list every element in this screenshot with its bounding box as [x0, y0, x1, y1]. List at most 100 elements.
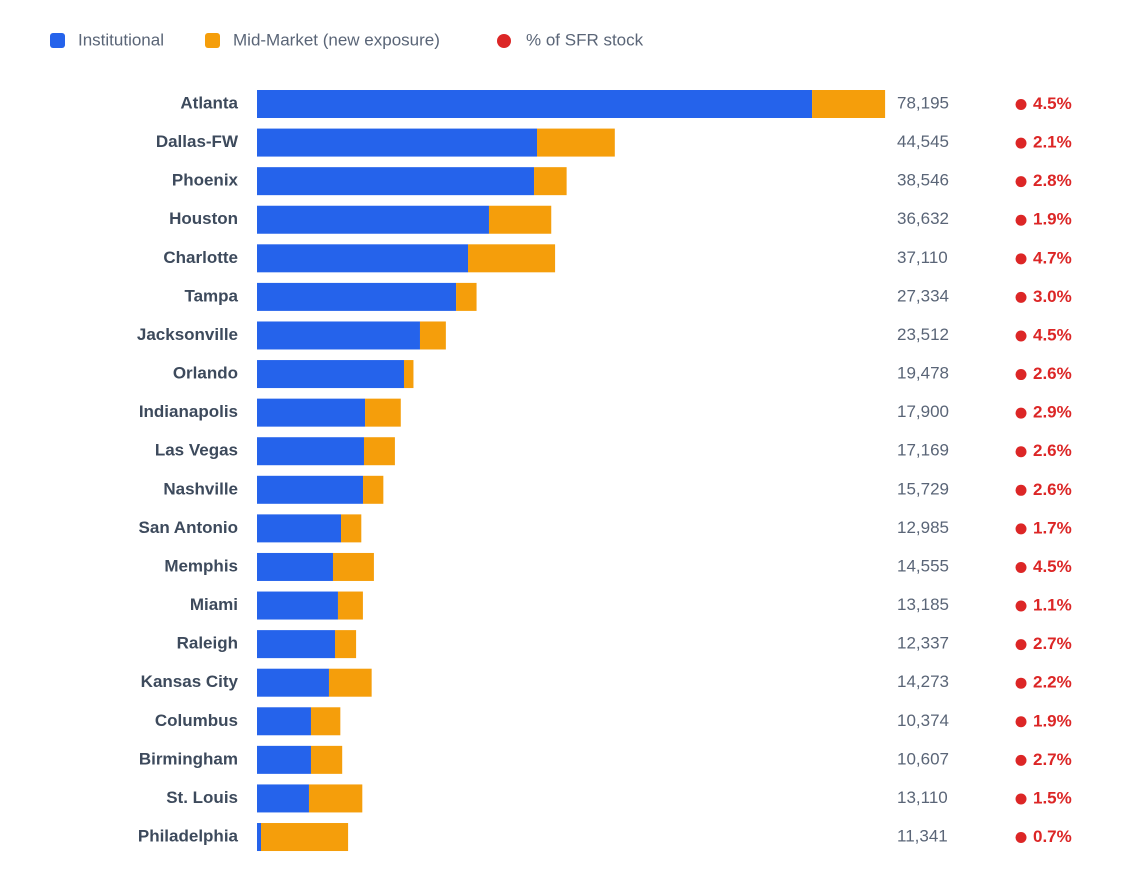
share-label: 1.7%	[1033, 518, 1072, 537]
category-label: Miami	[190, 595, 238, 614]
category-label: Orlando	[173, 364, 238, 383]
legend-label: Mid-Market (new exposure)	[233, 30, 440, 49]
category-label: Las Vegas	[155, 441, 238, 460]
legend-label: % of SFR stock	[526, 30, 644, 49]
share-dot	[1015, 176, 1027, 188]
bar-segment	[257, 244, 469, 273]
bar-segment	[257, 784, 309, 813]
bar-segment	[363, 475, 384, 504]
share-dot	[1015, 716, 1027, 728]
share-label: 3.0%	[1033, 287, 1072, 306]
bar-segment	[363, 437, 395, 466]
category-label: Atlanta	[180, 93, 238, 112]
share-label: 1.9%	[1033, 210, 1072, 229]
category-label: San Antonio	[139, 518, 238, 537]
total-label: 78,195	[897, 93, 949, 112]
total-label: 17,900	[897, 402, 949, 421]
bar-segment	[468, 244, 556, 273]
total-label: 14,555	[897, 556, 949, 575]
total-label: 37,110	[897, 248, 948, 267]
legend-dot	[497, 34, 511, 48]
share-label: 2.1%	[1033, 133, 1072, 152]
share-label: 2.7%	[1033, 634, 1072, 653]
bar-segment	[257, 823, 262, 852]
legend-swatch	[50, 33, 65, 48]
share-dot	[1015, 523, 1027, 535]
share-label: 2.6%	[1033, 364, 1072, 383]
share-label: 1.1%	[1033, 596, 1072, 615]
legend-label: Institutional	[78, 30, 164, 49]
share-label: 4.5%	[1033, 94, 1072, 113]
share-label: 4.7%	[1033, 248, 1072, 267]
bar-segment	[257, 398, 366, 427]
total-label: 15,729	[897, 479, 949, 498]
total-label: 10,607	[897, 749, 949, 768]
total-label: 27,334	[897, 286, 949, 305]
total-label: 12,985	[897, 518, 949, 537]
category-label: Philadelphia	[138, 827, 239, 846]
category-label: Nashville	[163, 479, 238, 498]
share-dot	[1015, 677, 1027, 689]
share-label: 2.2%	[1033, 673, 1072, 692]
bar-segment	[337, 591, 363, 620]
share-dot	[1015, 793, 1027, 805]
category-label: Charlotte	[163, 248, 238, 267]
legend-swatch	[205, 33, 220, 48]
category-label: Indianapolis	[139, 402, 238, 421]
share-dot	[1015, 369, 1027, 381]
total-label: 13,185	[897, 595, 949, 614]
bar-segment	[257, 707, 311, 736]
bar-segment	[310, 707, 341, 736]
total-label: 10,374	[897, 711, 949, 730]
category-label: Kansas City	[141, 672, 239, 691]
share-dot	[1015, 832, 1027, 844]
bar-segment	[257, 90, 813, 118]
share-label: 1.9%	[1033, 711, 1072, 730]
category-label: Birmingham	[139, 749, 238, 768]
bar-segment	[257, 360, 404, 389]
share-label: 1.5%	[1033, 788, 1072, 807]
bar-segment	[257, 321, 420, 350]
bar-segment	[328, 668, 372, 697]
bar-segment	[308, 784, 363, 813]
bar-segment	[257, 630, 335, 659]
bar-segment	[537, 128, 615, 157]
share-label: 4.5%	[1033, 557, 1072, 576]
total-label: 19,478	[897, 364, 949, 383]
total-label: 11,341	[897, 827, 948, 846]
bar-segment	[332, 552, 374, 581]
bar-segment	[257, 514, 342, 543]
share-dot	[1015, 214, 1027, 226]
share-label: 0.7%	[1033, 827, 1072, 846]
bar-segment	[456, 282, 477, 311]
category-label: Phoenix	[172, 171, 239, 190]
share-label: 4.5%	[1033, 325, 1072, 344]
category-label: Tampa	[184, 286, 238, 305]
category-label: Columbus	[155, 711, 238, 730]
share-dot	[1015, 600, 1027, 612]
share-dot	[1015, 291, 1027, 303]
share-label: 2.6%	[1033, 441, 1072, 460]
total-label: 17,169	[897, 441, 949, 460]
category-label: Jacksonville	[137, 325, 238, 344]
bar-segment	[419, 321, 446, 350]
bar-segment	[257, 282, 457, 311]
bar-segment	[257, 668, 329, 697]
share-dot	[1015, 446, 1027, 458]
bar-segment	[257, 591, 338, 620]
share-dot	[1015, 639, 1027, 651]
bar-segment	[334, 630, 357, 659]
share-dot	[1015, 253, 1027, 265]
category-label: Dallas-FW	[156, 132, 239, 151]
share-label: 2.6%	[1033, 480, 1072, 499]
share-dot	[1015, 99, 1027, 110]
bar-segment	[257, 437, 364, 466]
bar-segment	[257, 167, 535, 196]
bar-segment	[488, 205, 552, 234]
share-label: 2.9%	[1033, 403, 1072, 422]
bar-segment	[261, 823, 349, 852]
share-dot	[1015, 561, 1027, 573]
total-label: 12,337	[897, 634, 949, 653]
bar-segment	[341, 514, 362, 543]
